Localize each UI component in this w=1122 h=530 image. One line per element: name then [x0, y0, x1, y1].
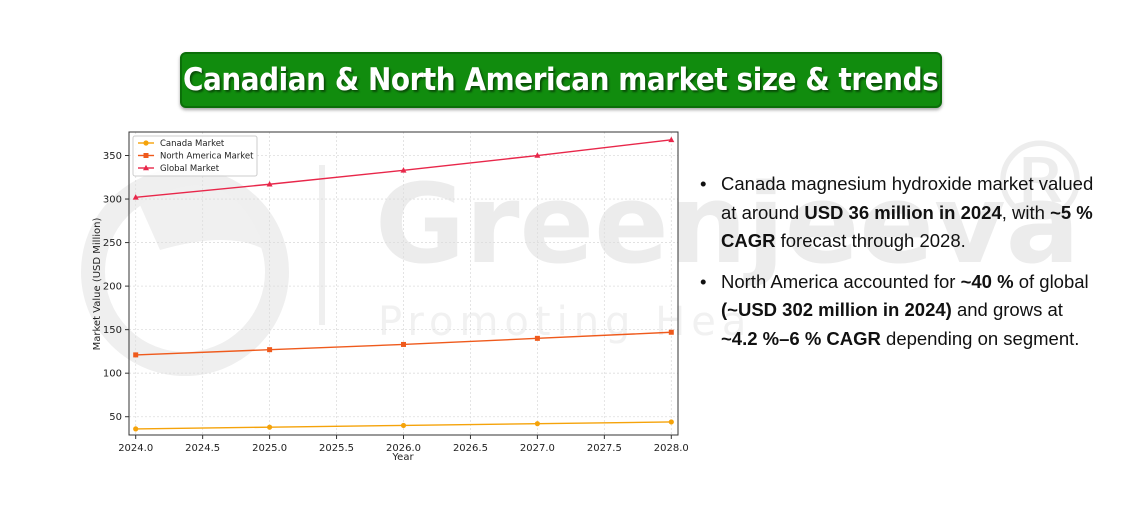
legend-marker-north-america-market — [143, 153, 149, 158]
x-tick-label: 2028.0 — [654, 443, 689, 454]
data-point-north-america-market — [534, 335, 540, 341]
x-tick-label: 2027.5 — [587, 443, 622, 454]
legend-label-north-america-market: North America Market — [160, 152, 254, 162]
data-point-canada-market — [534, 421, 541, 427]
x-tick-label: 2024.0 — [118, 443, 153, 454]
data-point-canada-market — [266, 424, 273, 430]
bullet-text: , with — [1001, 201, 1051, 223]
x-tick-label: 2025.5 — [319, 443, 354, 454]
bullet-text: of global — [1013, 270, 1089, 292]
data-point-global-market — [132, 194, 139, 200]
legend-box — [132, 135, 258, 177]
bullet-text-bold: ~40 % — [960, 270, 1014, 292]
page-title: Canadian & North American market size & … — [183, 62, 939, 98]
data-point-canada-market — [668, 419, 674, 425]
bullet-text-bold: ~4.2 %–6 % CAGR — [721, 327, 881, 349]
data-point-global-market — [400, 167, 407, 173]
data-point-canada-market — [133, 426, 139, 432]
legend-marker-global-market — [143, 164, 149, 171]
chart-grid — [129, 132, 678, 435]
y-tick-label: 200 — [103, 282, 122, 293]
bullet-text: North America accounted for — [721, 270, 961, 292]
bullet-text-bold: (~USD 302 million in 2024) — [721, 299, 952, 320]
y-tick-label: 100 — [103, 369, 122, 380]
series-north-america-market — [133, 329, 674, 358]
bullet-text: and grows at — [951, 299, 1063, 320]
legend-label-canada-market: Canada Market — [160, 139, 225, 149]
series-global-market — [132, 136, 675, 200]
market-size-chart: 2024.0 2024.5 2025.0 2025.5 2026.0 2026.5 2027… — [92, 131, 689, 463]
data-point-canada-market — [400, 422, 407, 429]
x-axis-ticks: 2024.0 2024.5 2025.0 2025.5 2026.0 2026.5 2027… — [118, 435, 689, 454]
x-tick-label: 2025.0 — [252, 443, 287, 454]
y-tick-label: 300 — [103, 195, 122, 206]
series-canada-market — [133, 419, 674, 432]
data-point-global-market — [534, 152, 541, 158]
y-axis-ticks: 50 100 150 200 250 300 350 — [103, 151, 129, 423]
data-point-north-america-market — [668, 329, 674, 335]
chart-legend: Canada Market North America Market Global … — [132, 135, 258, 177]
bullet-text-bold: ~5 % CAGR — [721, 201, 1093, 252]
data-point-north-america-market — [267, 347, 273, 353]
y-axis-title: Market Value (USD Million) — [92, 218, 103, 351]
y-tick-label: 350 — [103, 151, 122, 162]
legend-label-global-market: Global Market — [160, 164, 220, 174]
y-tick-label: 50 — [109, 412, 122, 423]
bullet-text: depending on segment. — [880, 327, 1080, 349]
bullet-item: • North America accounted for ~40 % of g… — [700, 268, 1100, 354]
x-tick-label: 2024.5 — [185, 443, 220, 454]
bullet-text: forecast through 2028. — [775, 230, 966, 251]
x-axis-title: Year — [391, 452, 414, 463]
bullet-marker: • — [700, 173, 707, 194]
y-tick-label: 250 — [103, 238, 122, 249]
bullet-list: • Canada magnesium hydroxide market value… — [700, 170, 1100, 365]
bullet-text-bold: USD 36 million in 2024 — [804, 201, 1002, 223]
title-banner: Canadian & North American market size & … — [180, 52, 942, 108]
bullet-text: Canada magnesium hydroxide market valued… — [721, 173, 1094, 223]
x-tick-label: 2027.0 — [520, 443, 555, 454]
data-point-global-market — [266, 181, 273, 187]
x-tick-label: 2026.5 — [453, 443, 488, 454]
data-point-north-america-market — [133, 352, 139, 358]
x-tick-label: 2026.0 — [386, 443, 421, 454]
bullet-item: • Canada magnesium hydroxide market value… — [700, 170, 1100, 256]
legend-marker-canada-market — [143, 140, 149, 146]
data-point-global-market — [668, 136, 675, 143]
y-tick-label: 150 — [103, 325, 122, 336]
data-point-north-america-market — [401, 341, 406, 347]
bullet-marker: • — [700, 270, 707, 292]
chart-series — [132, 136, 675, 432]
